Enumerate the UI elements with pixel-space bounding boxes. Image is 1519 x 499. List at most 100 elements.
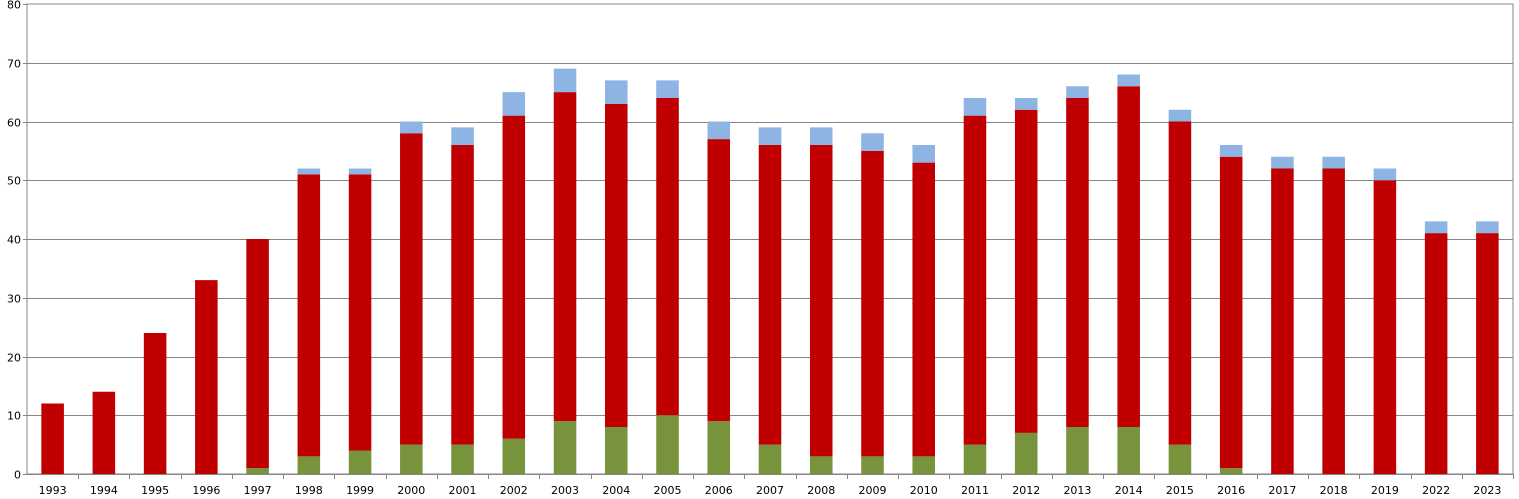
x-tick-label: 2002 (500, 484, 528, 497)
bar-segment-series-2 (1271, 168, 1294, 474)
bar-segment-series-1 (809, 456, 833, 474)
bar-segment-series-1 (451, 444, 474, 474)
x-tick-label: 1993 (39, 484, 67, 497)
x-tick-label: 2013 (1063, 484, 1091, 497)
x-tick-label: 2006 (705, 484, 733, 497)
bar-segment-series-1 (656, 415, 679, 474)
bar-segment-series-1 (400, 444, 423, 474)
bar-segment-series-1 (1219, 468, 1243, 474)
bar-segment-series-1 (553, 421, 577, 474)
y-tick-label: 40 (7, 234, 21, 247)
bar-segment-series-3 (605, 80, 628, 104)
bar-segment-series-1 (758, 444, 782, 474)
y-tick-label: 0 (14, 469, 21, 482)
x-tick-label: 2004 (602, 484, 630, 497)
x-tick-label: 1997 (244, 484, 272, 497)
bar-segment-series-3 (963, 98, 987, 116)
x-tick-label: 2000 (397, 484, 425, 497)
bar-segment-series-3 (502, 92, 526, 116)
bar-segment-series-1 (246, 468, 269, 474)
bar-segment-series-2 (605, 103, 628, 427)
bar-segment-series-1 (861, 456, 884, 474)
bar-segment-series-3 (912, 145, 935, 163)
x-tick-label: 2009 (858, 484, 886, 497)
y-tick-label: 70 (7, 58, 21, 71)
bar-segment-series-2 (41, 403, 64, 474)
x-tick-label: 2007 (756, 484, 784, 497)
x-tick-label: 2005 (654, 484, 682, 497)
bar-segment-series-2 (1066, 98, 1089, 427)
bar-segment-series-1 (963, 444, 987, 474)
y-tick-label: 30 (7, 293, 21, 306)
bar-segment-series-1 (912, 456, 935, 474)
x-tick-label: 2017 (1268, 484, 1296, 497)
bar-segment-series-3 (1219, 145, 1243, 157)
bar-segment-series-3 (656, 80, 679, 98)
bar-segment-series-2 (451, 145, 474, 445)
bar-segment-series-3 (451, 127, 474, 145)
bar-segment-series-3 (1066, 86, 1089, 98)
bar-segment-series-2 (1117, 86, 1140, 427)
x-tick-label: 2014 (1115, 484, 1143, 497)
bar-segment-series-3 (1373, 168, 1397, 181)
bar-segment-series-2 (861, 150, 884, 457)
bar-segment-series-1 (1014, 432, 1038, 474)
bar-segment-series-1 (1168, 444, 1192, 474)
x-tick-label: 1995 (141, 484, 169, 497)
bar-segment-series-3 (707, 121, 731, 140)
bar-segment-series-2 (92, 391, 116, 474)
bar-segment-series-2 (758, 145, 782, 445)
bar-segment-series-2 (707, 139, 731, 422)
y-tick-label: 60 (7, 117, 21, 130)
bar-segment-series-2 (1014, 109, 1038, 433)
bar-segment-series-3 (1476, 221, 1499, 234)
x-tick-label: 2016 (1217, 484, 1245, 497)
bar-segment-series-3 (348, 168, 372, 175)
x-tick-label: 1994 (90, 484, 118, 497)
y-tick-label: 50 (7, 175, 21, 188)
bar-segment-series-2 (656, 98, 679, 416)
bar-segment-series-2 (297, 174, 321, 457)
bar-segment-series-3 (809, 127, 833, 145)
bar-segment-series-2 (963, 115, 987, 445)
bar-segment-series-2 (195, 280, 218, 474)
bar-segment-series-2 (553, 92, 577, 422)
bar-segment-series-2 (246, 239, 269, 469)
y-tick-label: 80 (7, 0, 21, 12)
bar-segment-series-3 (1117, 74, 1140, 87)
x-tick-label: 2018 (1320, 484, 1348, 497)
y-tick-label: 10 (7, 410, 21, 423)
bar-segment-series-2 (809, 145, 833, 457)
bar-segment-series-2 (502, 115, 526, 439)
bar-segment-series-2 (348, 174, 372, 451)
bar-segment-series-3 (553, 68, 577, 93)
bar-segment-series-3 (1322, 156, 1345, 169)
bar-segment-series-3 (297, 168, 321, 175)
bar-segment-series-1 (502, 438, 526, 474)
bar-segment-series-3 (1014, 98, 1038, 110)
bar-segment-series-1 (348, 450, 372, 474)
x-tick-label: 1998 (295, 484, 323, 497)
bar-segment-series-3 (1271, 156, 1294, 169)
bar-segment-series-1 (1117, 427, 1140, 474)
x-tick-label: 2001 (449, 484, 477, 497)
bar-segment-series-3 (861, 133, 884, 151)
bar-segment-series-2 (1219, 156, 1243, 469)
bar-segment-series-2 (1322, 168, 1345, 474)
bar-segment-series-2 (143, 333, 167, 474)
x-tick-label: 2012 (1012, 484, 1040, 497)
x-tick-label: 2023 (1473, 484, 1501, 497)
bar-segment-series-2 (1373, 180, 1397, 474)
bar-segment-series-3 (1424, 221, 1448, 234)
bar-segment-series-2 (400, 133, 423, 445)
bar-segment-series-2 (1424, 233, 1448, 474)
bar-segment-series-3 (758, 127, 782, 145)
bar-segment-series-2 (1168, 121, 1192, 445)
bar-segment-series-2 (1476, 233, 1499, 474)
x-tick-label: 2015 (1166, 484, 1194, 497)
bar-segment-series-1 (605, 427, 628, 474)
x-tick-label: 2022 (1422, 484, 1450, 497)
x-tick-label: 2008 (807, 484, 835, 497)
x-tick-label: 2011 (961, 484, 989, 497)
bar-segment-series-2 (912, 162, 935, 457)
